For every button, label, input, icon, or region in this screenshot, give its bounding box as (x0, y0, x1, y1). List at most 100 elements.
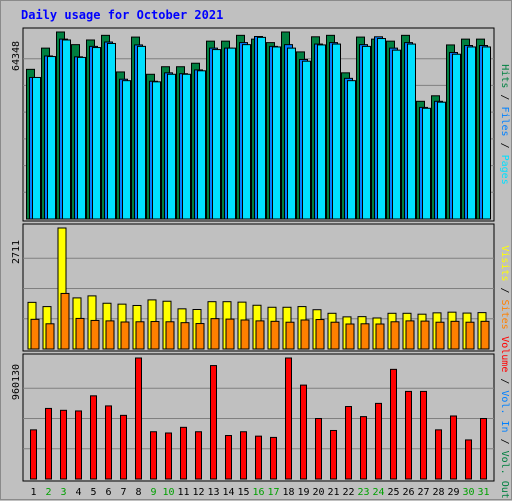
bar-pages-day-13 (212, 49, 221, 220)
bar-pages-day-22 (347, 80, 356, 220)
bar-pages-day-11 (182, 73, 191, 220)
x-tick-label-day-10: 10 (162, 487, 174, 498)
bar-pages-day-5 (92, 47, 101, 220)
bar-volume-day-22 (345, 406, 352, 480)
bar-sites-day-11 (180, 322, 190, 350)
bar-pages-day-26 (407, 43, 416, 220)
x-tick-label-day-8: 8 (135, 487, 141, 498)
bar-pages-day-16 (257, 36, 266, 220)
bar-sites-day-25 (390, 321, 400, 350)
bar-volume-day-20 (315, 418, 322, 480)
bar-sites-day-21 (330, 321, 340, 350)
y-max-label-bottom: 960130 (11, 364, 22, 400)
bar-sites-day-5 (90, 319, 100, 350)
bar-sites-day-15 (240, 319, 250, 350)
x-tick-label-day-25: 25 (387, 487, 399, 498)
bar-volume-day-23 (360, 416, 367, 480)
bar-pages-day-2 (47, 56, 56, 220)
bar-pages-day-10 (167, 73, 176, 220)
bar-sites-day-6 (105, 320, 115, 350)
bar-sites-day-23 (360, 323, 370, 350)
bar-volume-day-14 (225, 435, 232, 480)
legend-part: Vol. Out (499, 451, 510, 499)
x-tick-label-day-7: 7 (120, 487, 126, 498)
bar-sites-day-4 (75, 317, 85, 350)
bar-sites-day-29 (450, 320, 460, 350)
bar-pages-day-9 (152, 81, 161, 220)
x-tick-label-day-4: 4 (75, 487, 81, 498)
bar-sites-day-16 (255, 320, 265, 350)
legend-label-middle: Visits / Sites (499, 245, 510, 329)
bar-sites-day-7 (120, 321, 130, 350)
legend-part: Sites (499, 300, 510, 330)
x-tick-label-day-19: 19 (297, 487, 309, 498)
bar-sites-day-20 (315, 319, 325, 350)
bar-sites-day-1 (30, 318, 40, 350)
bar-sites-day-18 (285, 321, 295, 350)
bar-pages-day-8 (137, 45, 146, 220)
bar-sites-day-12 (195, 323, 205, 350)
bar-pages-day-6 (107, 42, 116, 220)
legend-part: / (499, 88, 510, 106)
bar-sites-day-17 (270, 320, 280, 350)
bar-pages-day-29 (452, 53, 461, 220)
bar-volume-day-19 (300, 384, 307, 480)
bar-sites-day-30 (465, 321, 475, 350)
bar-sites-day-27 (420, 320, 430, 350)
y-max-label-middle: 2711 (11, 240, 22, 264)
bar-sites-day-14 (225, 318, 235, 350)
legend-part: Files (499, 106, 510, 136)
legend-part: Vol. In (499, 390, 510, 432)
x-tick-label-day-14: 14 (222, 487, 234, 498)
bar-pages-day-27 (422, 107, 431, 220)
legend-part: / (499, 372, 510, 390)
bar-sites-day-26 (405, 320, 415, 350)
y-max-label-top: 64348 (11, 41, 22, 71)
bar-sites-day-19 (300, 319, 310, 350)
x-tick-label-day-23: 23 (357, 487, 369, 498)
legend-part: / (499, 281, 510, 299)
bar-volume-day-5 (90, 395, 97, 480)
x-tick-label-day-24: 24 (372, 487, 384, 498)
bar-pages-day-18 (287, 47, 296, 220)
bar-pages-day-7 (122, 80, 131, 220)
bar-sites-day-13 (210, 318, 220, 350)
x-tick-label-day-12: 12 (192, 487, 204, 498)
bar-volume-day-25 (390, 368, 397, 480)
bar-volume-day-4 (75, 410, 82, 480)
x-tick-label-day-21: 21 (327, 487, 339, 498)
bar-volume-day-27 (420, 390, 427, 480)
x-tick-label-day-5: 5 (90, 487, 96, 498)
bar-sites-day-9 (150, 321, 160, 350)
bar-sites-day-31 (480, 320, 490, 350)
bar-pages-day-17 (272, 46, 281, 220)
bar-volume-day-30 (465, 439, 472, 480)
x-tick-label-day-1: 1 (30, 487, 36, 498)
x-tick-label-day-22: 22 (342, 487, 354, 498)
bar-sites-day-22 (345, 323, 355, 350)
bar-pages-day-25 (392, 49, 401, 220)
bar-volume-day-2 (45, 407, 52, 480)
x-tick-label-day-2: 2 (45, 487, 51, 498)
bar-sites-day-8 (135, 321, 145, 350)
bar-volume-day-18 (285, 357, 292, 480)
legend-label-top: Hits / Files / Pages (499, 64, 510, 184)
bar-pages-day-21 (332, 43, 341, 220)
bar-pages-day-24 (377, 38, 386, 220)
bar-volume-day-10 (165, 432, 172, 480)
bar-sites-day-28 (435, 321, 445, 350)
bar-pages-day-1 (32, 76, 41, 220)
bar-volume-day-11 (180, 426, 187, 480)
x-tick-label-day-26: 26 (402, 487, 414, 498)
x-tick-label-day-3: 3 (60, 487, 66, 498)
legend-part: / (499, 137, 510, 155)
chart-title: Daily usage for October 2021 (21, 8, 224, 22)
x-tick-label-day-31: 31 (477, 487, 489, 498)
x-tick-label-day-17: 17 (267, 487, 279, 498)
x-tick-label-day-15: 15 (237, 487, 249, 498)
x-tick-label-day-11: 11 (177, 487, 189, 498)
bar-volume-day-28 (435, 429, 442, 480)
bar-volume-day-13 (210, 365, 217, 480)
bar-volume-day-8 (135, 357, 142, 480)
